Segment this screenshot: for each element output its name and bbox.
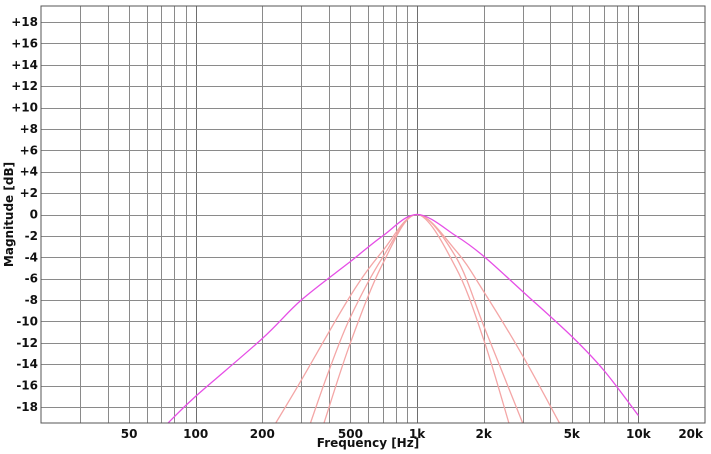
- y-tick-label: +2: [20, 186, 38, 200]
- x-tick-label: 1k: [409, 427, 426, 441]
- x-axis-title: Frequency [Hz]: [317, 436, 419, 450]
- y-tick-label: +18: [11, 15, 38, 29]
- y-tick-label: -16: [16, 379, 38, 393]
- y-tick-label: +6: [20, 143, 38, 157]
- y-tick-label: -4: [25, 250, 38, 264]
- plot-frame: [40, 5, 706, 424]
- x-tick-label: 5k: [564, 427, 581, 441]
- y-tick-label: +12: [11, 79, 38, 93]
- y-tick-label: -6: [25, 272, 38, 286]
- y-tick-label: -12: [16, 336, 38, 350]
- curves: [167, 213, 639, 423]
- y-tick-label: 0: [30, 208, 38, 222]
- primary-response-curve: [167, 213, 639, 423]
- x-tick-label: 10k: [626, 427, 652, 441]
- x-tick-label: 20k: [678, 427, 704, 441]
- y-tick-label: -8: [25, 293, 38, 307]
- y-tick-label: +14: [11, 58, 38, 72]
- y-tick-label: -18: [16, 400, 38, 414]
- grid: [41, 6, 705, 423]
- x-tick-label: 500: [338, 427, 363, 441]
- y-tick-label: -10: [16, 314, 38, 328]
- y-tick-label: +16: [11, 36, 38, 50]
- y-tick-label: -2: [25, 229, 38, 243]
- y-tick-labels: +18 +16 +14 +12 +10 +8 +6 +4 +2 0 -2 -4 -6 -8 -10 -12 -1…: [11, 15, 38, 414]
- secondary-response-curve: [309, 213, 524, 423]
- y-tick-label: +8: [20, 122, 38, 136]
- x-tick-label: 200: [250, 427, 275, 441]
- y-axis-title: Magnitude [dB]: [2, 162, 16, 267]
- x-tick-label: 50: [121, 427, 138, 441]
- y-tick-label: +10: [11, 101, 38, 115]
- y-tick-label: -14: [16, 357, 38, 371]
- x-tick-labels: 50 100 200 500 1k 2k 5k 10k 20k: [121, 427, 704, 441]
- x-tick-label: 100: [183, 427, 208, 441]
- x-tick-label: 2k: [475, 427, 492, 441]
- y-tick-label: +4: [20, 165, 38, 179]
